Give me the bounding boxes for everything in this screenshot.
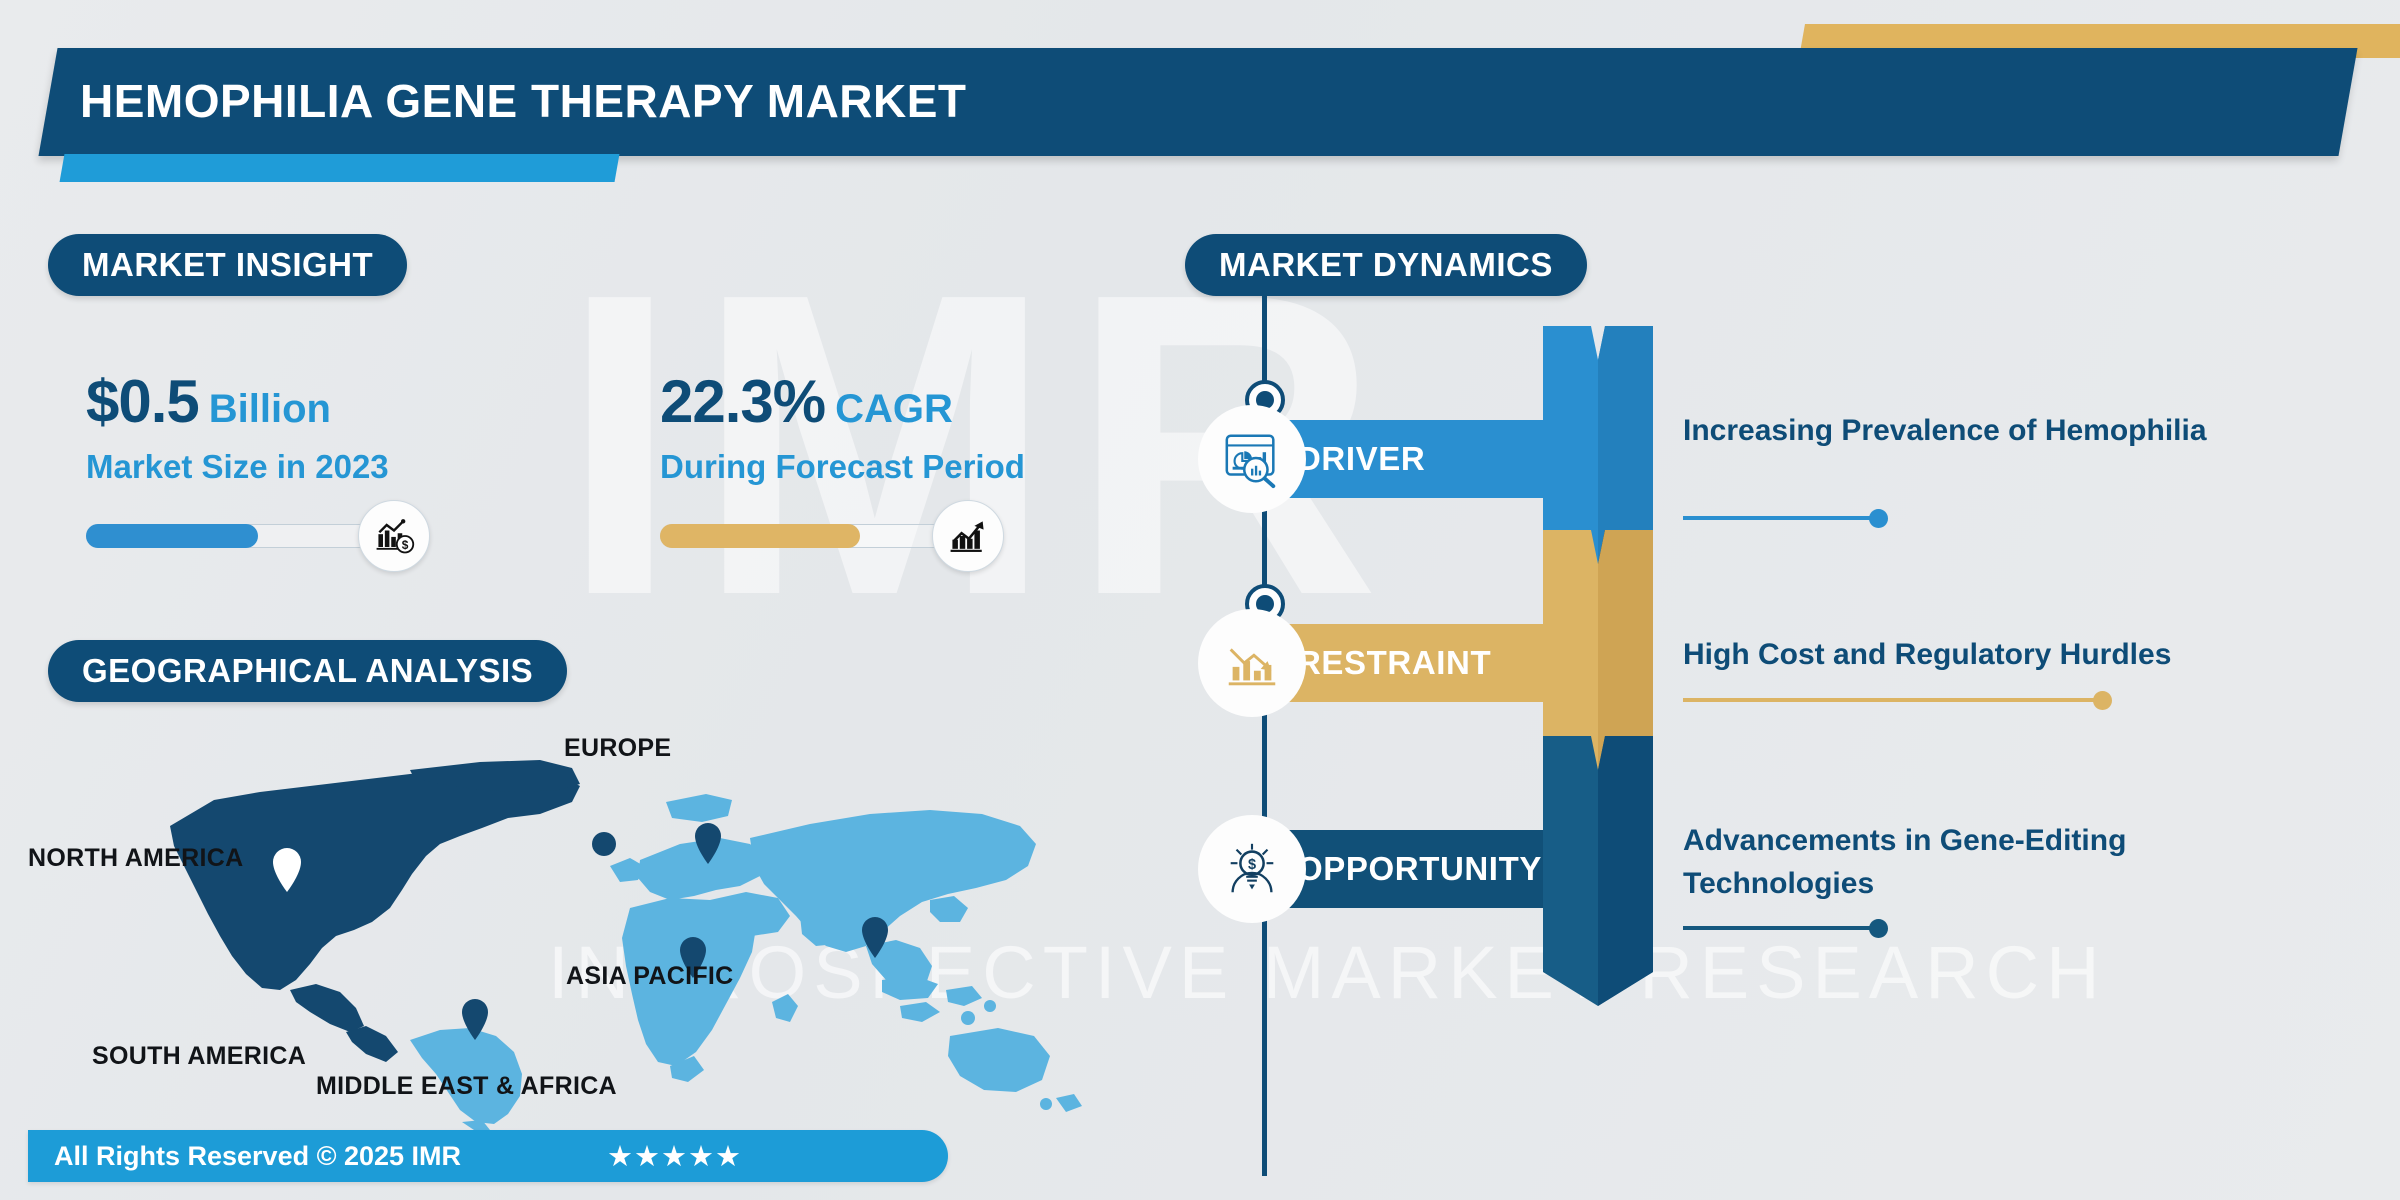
restraint-label: RESTRAINT [1297,644,1492,681]
copyright-text: All Rights Reserved © 2025 IMR [54,1140,462,1171]
map-label-asia-pacific: ASIA PACIFIC [566,962,734,990]
dashboard-analytics-magnifier-icon [1198,405,1306,513]
kpi-unit: CAGR [835,387,953,431]
kpi-progress [660,500,1004,572]
map-pins [273,823,888,1040]
rating-stars-icon: ★★★★★ [607,1140,743,1173]
kpi-unit: Billion [208,387,331,431]
driver-label: DRIVER [1297,440,1426,477]
driver-rule [1683,509,1888,528]
map-label-south-america: SOUTH AMERICA [92,1042,307,1070]
kpi-value: 22.3% [660,368,826,435]
map-continents [170,760,1082,1130]
section-heading-geographical-analysis: GEOGRAPHICAL ANALYSIS [48,640,568,702]
svg-text:$: $ [402,538,409,552]
growth-arrow-chart-icon [932,500,1004,572]
section-heading-market-dynamics: MARKET DYNAMICS [1185,234,1587,296]
kpi-headline: $0.5 Billion [86,372,416,432]
restraint-text: High Cost and Regulatory Hurdles [1683,638,2172,671]
kpi-subtitle: Market Size in 2023 [86,448,389,485]
kpi-subtitle: During Forecast Period [660,448,1025,485]
driver-text: Increasing Prevalence of Hemophilia [1683,414,2207,447]
declining-bar-chart-icon [1198,609,1306,717]
map-label-europe: EUROPE [564,734,672,762]
opportunity-ribbon [1543,736,1653,1006]
svg-text:$: $ [1248,857,1256,873]
opportunity-label: OPPORTUNITY [1297,850,1542,887]
opportunity-rule [1683,919,1888,938]
watermark-company-name: INTROSPECTIVE MARKET RESEARCH [548,931,2107,1014]
progress-fill [86,524,258,548]
page-title: HEMOPHILIA GENE THERAPY MARKET [80,75,967,127]
driver-ribbon [1543,326,1653,596]
opportunity-text: Advancements in Gene-Editing Technologie… [1683,824,2127,900]
market-dynamics-panel: DRIVER Increasing Prevalence of Hemophil… [1185,296,2400,1200]
footer-bar: All Rights Reserved © 2025 IMR ★★★★★ [28,1130,948,1182]
kpi-headline: 22.3% CAGR [660,372,1025,432]
bar-chart-dollar-icon: $ [358,500,430,572]
lightbulb-dollar-icon: $ [1198,815,1306,923]
kpi-market-size: $0.5 Billion Market Size in 2023 $ [86,372,430,572]
kpi-value: $0.5 [86,368,200,435]
kpi-progress: $ [86,500,430,572]
map-label-middle-east-africa: MIDDLE EAST & AFRICA [316,1072,617,1100]
restraint-ribbon [1543,530,1653,800]
kpi-cagr: 22.3% CAGR During Forecast Period [660,372,1025,572]
restraint-rule [1683,691,2112,710]
section-heading-market-insight: MARKET INSIGHT [48,234,408,296]
timeline-line [1262,296,1267,1176]
progress-fill [660,524,860,548]
map-label-north-america: NORTH AMERICA [28,844,244,872]
header-blue-accent [59,154,620,182]
world-map: NORTH AMERICA EUROPE ASIA PACIFIC SOUTH … [28,734,1190,1130]
